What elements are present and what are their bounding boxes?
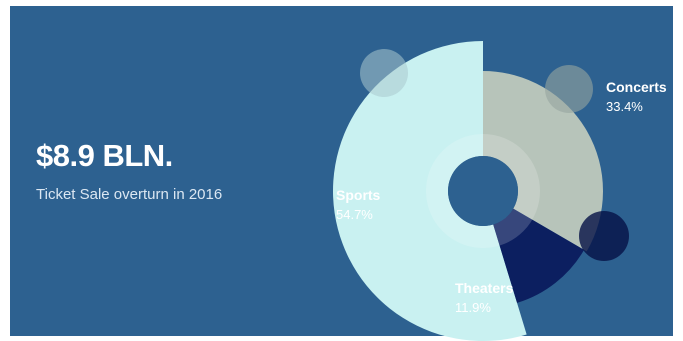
chart-slices: [332, 41, 604, 341]
value-theaters: 11.9%: [455, 300, 491, 315]
value-sports: 54.7%: [336, 207, 373, 222]
headline-caption: Ticket Sale overturn in 2016: [36, 186, 223, 203]
concerts-knob: [545, 65, 593, 113]
inner-ring: [426, 134, 540, 248]
slice-concerts: [483, 71, 604, 252]
value-concerts: 33.4%: [606, 99, 643, 114]
headline-value: $8.9 BLN.: [36, 138, 173, 173]
label-sports: Sports: [336, 187, 381, 203]
slice-theaters: [493, 208, 585, 303]
sports-knob: [360, 49, 408, 97]
chart-labels: Sports 54.7% Concerts 33.4% Theaters 11.9%: [336, 79, 667, 315]
chart-decorations: [360, 49, 629, 261]
slice-sports: [332, 41, 527, 341]
label-concerts: Concerts: [606, 79, 667, 95]
donut-hole: [448, 156, 518, 226]
label-theaters: Theaters: [455, 280, 514, 296]
theaters-knob: [579, 211, 629, 261]
